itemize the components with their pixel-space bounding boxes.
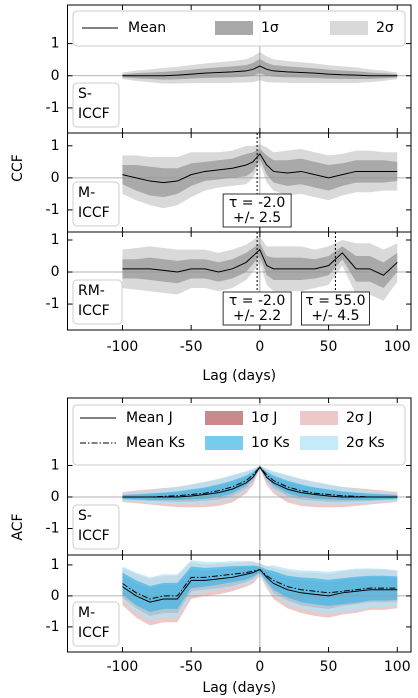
y-tick-label: -1 <box>46 521 60 537</box>
panel-frame <box>67 554 412 653</box>
legend-label: 1σ <box>261 20 279 36</box>
annotation-text: τ = -2.0 <box>229 195 285 211</box>
annotation-text: +/- 2.2 <box>233 308 281 324</box>
legend-swatch <box>205 436 243 450</box>
y-tick-label: 1 <box>51 138 60 154</box>
legend-swatch <box>300 411 338 425</box>
x-tick-label: 0 <box>255 339 264 355</box>
x-tick-label: 100 <box>384 659 411 675</box>
x-tick-label: -100 <box>107 339 139 355</box>
sigma-band <box>122 149 398 198</box>
y-axis-label: CCF <box>10 154 26 182</box>
panel-label: S- <box>78 86 92 102</box>
x-tick-label: -100 <box>107 659 139 675</box>
mean-line <box>122 466 398 498</box>
y-tick-label: 1 <box>51 36 60 52</box>
annotation-text: +/- 2.5 <box>233 210 281 226</box>
mean-line <box>122 569 398 600</box>
x-tick-label: 100 <box>384 339 411 355</box>
panel-label-box <box>72 504 120 550</box>
panel-label: ICCF <box>78 106 110 122</box>
sigma-band <box>122 236 398 301</box>
y-tick-label: -1 <box>46 100 60 116</box>
annotation-box <box>222 291 292 326</box>
y-tick-label: 0 <box>51 489 60 505</box>
sigma-band <box>122 144 398 209</box>
legend-label: Mean Ks <box>126 435 185 451</box>
y-tick-label: -1 <box>46 619 60 635</box>
legend-label: 2σ <box>376 20 394 36</box>
x-tick-label: 0 <box>255 659 264 675</box>
legend-swatch <box>215 21 253 35</box>
sigma-band <box>122 466 398 501</box>
panel-frame <box>67 231 412 331</box>
legend-swatch <box>300 436 338 450</box>
x-tick-label: 50 <box>320 659 338 675</box>
panel <box>67 555 411 652</box>
y-tick-label: 0 <box>51 68 60 84</box>
y-tick-label: 1 <box>51 557 60 573</box>
panel-label: M- <box>78 605 95 621</box>
y-tick-label: 1 <box>51 232 60 248</box>
panel <box>67 232 411 330</box>
legend-label: 2σ J <box>346 410 372 426</box>
x-axis-label: Lag (days) <box>202 680 276 696</box>
panel-label: ICCF <box>78 303 110 319</box>
legend-label: 1σ J <box>251 410 277 426</box>
panel-label: ICCF <box>78 528 110 544</box>
annotation-text: τ = -2.0 <box>229 293 285 309</box>
y-tick-label: -1 <box>46 296 60 312</box>
panel <box>67 5 411 133</box>
y-tick-label: 0 <box>51 588 60 604</box>
y-tick-label: 0 <box>51 264 60 280</box>
annotation-text: τ = 55.0 <box>305 293 365 309</box>
mean-line <box>122 152 398 184</box>
legend-label: 1σ Ks <box>251 435 290 451</box>
annotation-box <box>301 291 370 326</box>
y-tick-label: 0 <box>51 170 60 186</box>
legend-swatch <box>205 411 243 425</box>
panel-label: M- <box>78 185 95 201</box>
sigma-band <box>122 243 398 289</box>
panel-label-box <box>72 82 120 128</box>
panel <box>67 398 411 555</box>
panel <box>67 133 411 232</box>
panel-label-box <box>72 601 120 647</box>
panel-label: ICCF <box>78 205 110 221</box>
annotation-text: +/- 4.5 <box>311 308 359 324</box>
panel-label: RM- <box>78 283 105 299</box>
y-axis-label: ACF <box>10 513 26 540</box>
panel-label: ICCF <box>78 625 110 641</box>
panel-label: S- <box>78 508 92 524</box>
annotation-box <box>222 193 292 228</box>
x-tick-label: -50 <box>180 659 203 675</box>
legend-label: Mean <box>128 20 166 36</box>
legend-label: Mean J <box>126 410 173 426</box>
legend-label: 2σ Ks <box>346 435 385 451</box>
mean-line <box>122 466 398 498</box>
x-tick-label: -50 <box>180 339 203 355</box>
legend-swatch <box>330 21 368 35</box>
x-tick-label: 50 <box>320 339 338 355</box>
y-tick-label: -1 <box>46 202 60 218</box>
mean-line <box>122 65 398 77</box>
x-axis-label: Lag (days) <box>202 368 276 384</box>
panel-label-box <box>72 181 120 227</box>
mean-line <box>122 248 398 276</box>
y-tick-label: 1 <box>51 457 60 473</box>
panel-label-box <box>72 279 123 325</box>
